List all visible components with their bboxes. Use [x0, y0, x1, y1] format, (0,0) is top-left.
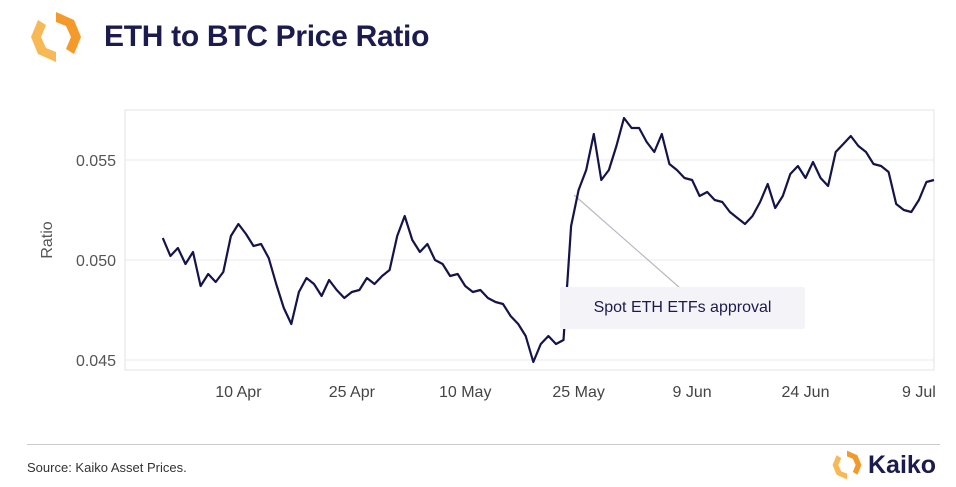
- x-tick-label: 25 May: [552, 384, 604, 401]
- x-tick-label: 25 Apr: [329, 384, 376, 401]
- annotation-box: Spot ETH ETFs approval: [560, 287, 805, 329]
- x-tick-label: 9 Jul: [902, 384, 936, 401]
- series-line: [161, 116, 935, 364]
- x-tick-label: 9 Jun: [672, 384, 711, 401]
- line-chart: 0.045 0.050 0.055 10 Apr 25 Apr 10 May 25 May 9…: [39, 109, 936, 401]
- y-tick-label: 0.050: [76, 253, 116, 270]
- source-note: Source: Kaiko Asset Prices.: [27, 460, 187, 475]
- x-tick-label: 10 Apr: [215, 384, 262, 401]
- plot-frame: [124, 109, 935, 371]
- annotation-connector: [573, 194, 681, 289]
- kaiko-logo-icon: [832, 450, 862, 480]
- header: ETH to BTC Price Ratio: [30, 12, 429, 62]
- x-tick-label: 24 Jun: [781, 384, 829, 401]
- y-tick-label: 0.045: [76, 353, 116, 370]
- brand-footer: Kaiko: [832, 450, 936, 480]
- x-tick-label: 10 May: [439, 384, 491, 401]
- divider: [27, 444, 940, 445]
- brand-name: Kaiko: [868, 450, 937, 479]
- kaiko-logo-icon: [31, 12, 81, 62]
- y-axis-label: Ratio: [39, 221, 56, 258]
- y-tick-label: 0.055: [76, 153, 116, 170]
- page-title: ETH to BTC Price Ratio: [104, 20, 430, 53]
